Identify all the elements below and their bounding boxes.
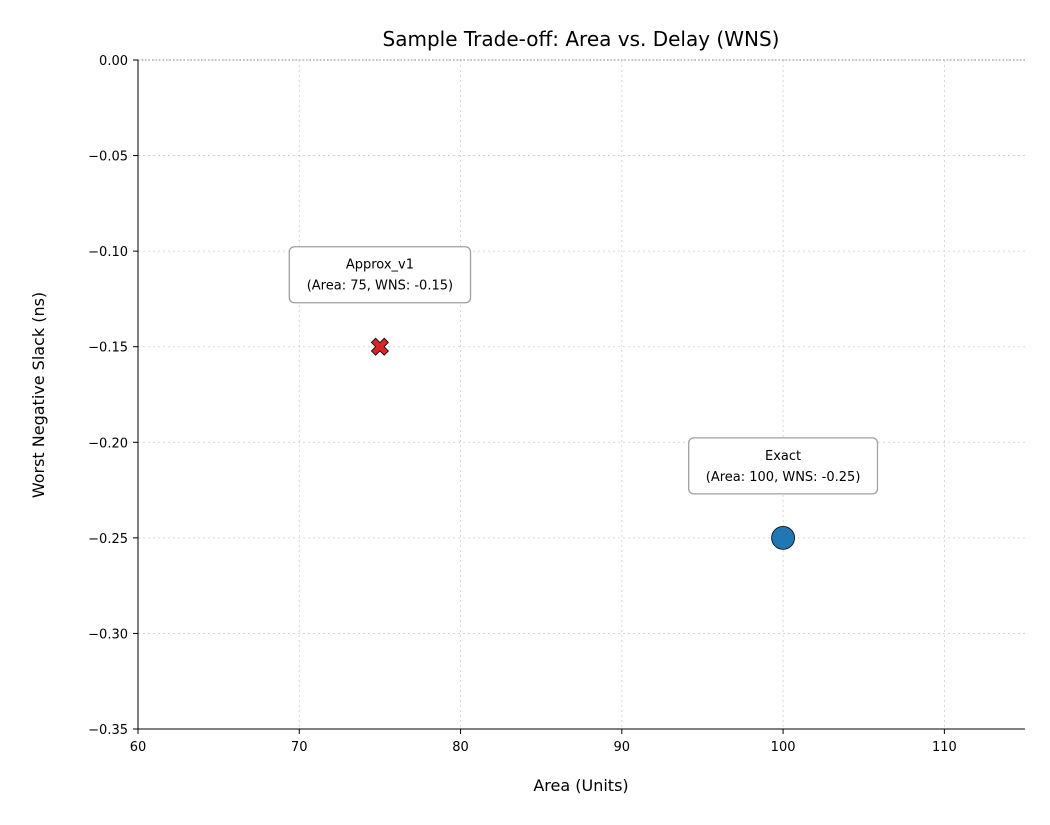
y-ticks: 0.00 −0.05 −0.10 −0.15 −0.20 −0.25 −0.30 −0.35: [88, 54, 138, 738]
x-tick-label: 70: [291, 740, 308, 755]
y-tick-label: −0.15: [88, 341, 128, 356]
x-tick-label: 90: [614, 740, 631, 755]
x-axis-label: Area (Units): [533, 776, 628, 795]
annotation-detail: (Area: 100, WNS: -0.25): [706, 470, 861, 485]
grid-layer: [137, 59, 1025, 730]
data-point-circle-marker: [771, 525, 795, 550]
annotation-box: [288, 246, 472, 304]
y-tick-label: −0.20: [88, 436, 128, 451]
x-tick-label: 80: [452, 740, 469, 755]
x-tick-label: 110: [932, 740, 957, 755]
y-tick-label: 0.00: [99, 54, 128, 69]
data-points: [370, 337, 795, 550]
annotations: Approx_v1 (Area: 75, WNS: -0.15) Exact (Are…: [288, 246, 879, 495]
x-tick-label: 60: [130, 740, 147, 755]
y-tick-label: −0.35: [88, 723, 128, 738]
y-axis-label: Worst Negative Slack (ns): [29, 292, 48, 498]
y-tick-label: −0.10: [88, 245, 128, 260]
data-point-x-marker: [370, 337, 389, 356]
y-tick-label: −0.25: [88, 532, 128, 547]
annotation-label: Exact: [765, 449, 801, 464]
y-tick-label: −0.05: [88, 150, 128, 165]
annotation-box: [688, 437, 879, 495]
chart-title: Sample Trade-off: Area vs. Delay (WNS): [383, 27, 780, 51]
x-tick-label: 100: [771, 740, 796, 755]
y-tick-label: −0.30: [88, 627, 128, 642]
x-ticks: 60 70 80 90 100 110: [130, 729, 957, 755]
annotation-detail: (Area: 75, WNS: -0.15): [307, 279, 453, 294]
annotation-label: Approx_v1: [346, 258, 414, 273]
